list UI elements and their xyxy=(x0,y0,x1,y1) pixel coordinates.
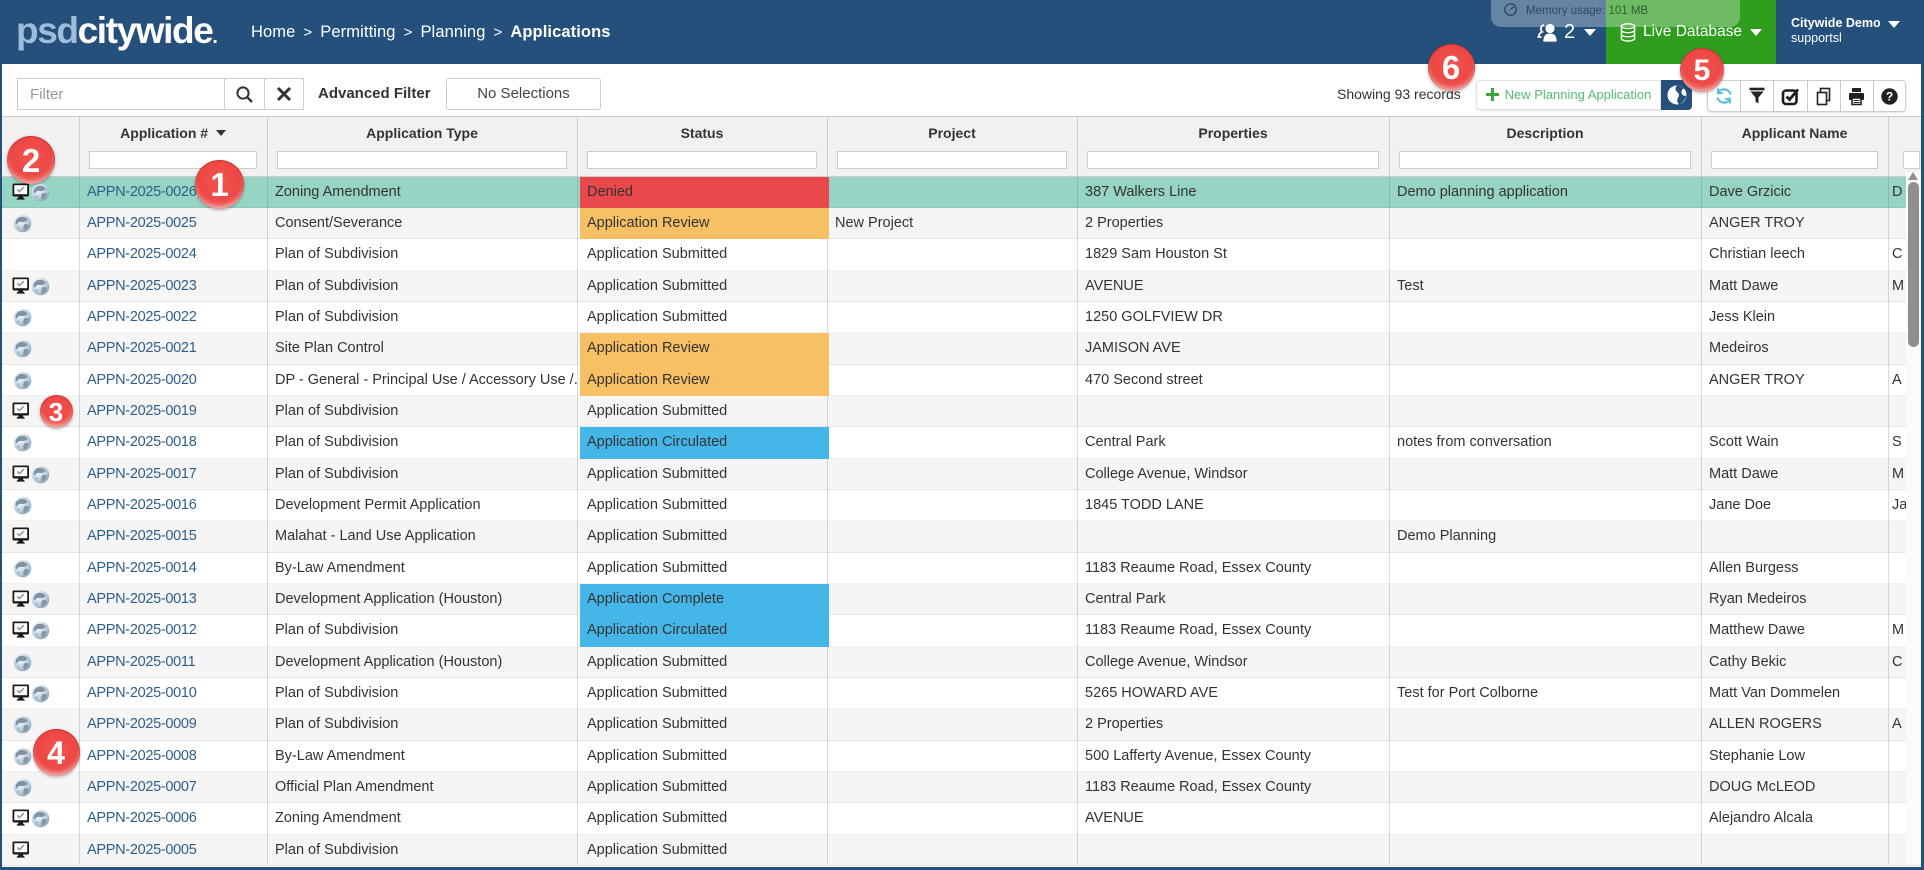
svg-text:?: ? xyxy=(1886,89,1893,103)
